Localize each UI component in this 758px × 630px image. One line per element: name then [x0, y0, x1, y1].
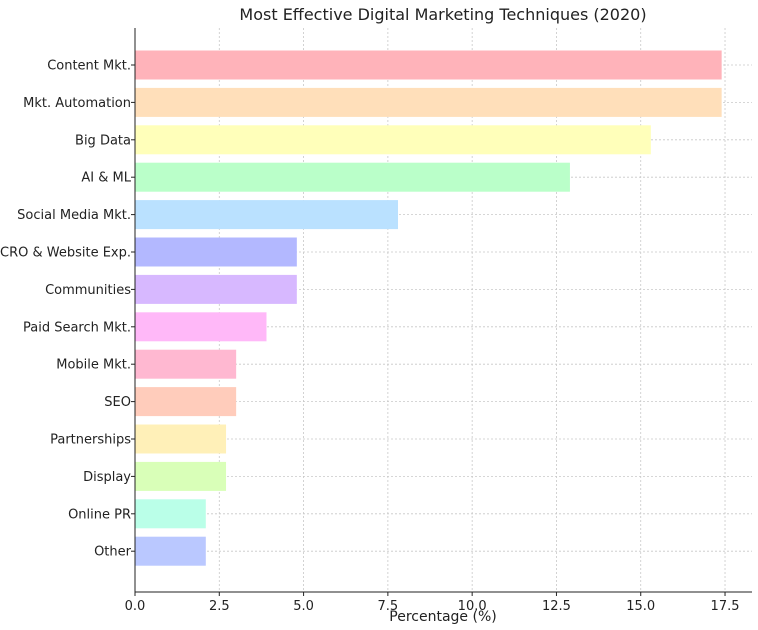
- bar: [135, 499, 206, 529]
- bar: [135, 349, 237, 379]
- x-tick-label: 2.5: [209, 599, 230, 614]
- y-tick-label: Other: [94, 545, 132, 560]
- y-tick-label: SEO: [104, 395, 131, 410]
- y-tick-labels: Content Mkt. Mkt. Automation Big Data AI & …: [0, 59, 132, 560]
- bar-layer: [135, 50, 722, 566]
- y-tick-label: Partnerships: [50, 433, 131, 448]
- bar: [135, 125, 651, 155]
- x-tick-label: 5.0: [293, 599, 314, 614]
- y-tick-label: Display: [83, 470, 131, 485]
- bar: [135, 424, 227, 454]
- bar: [135, 312, 267, 342]
- bar: [135, 50, 722, 80]
- bar: [135, 162, 570, 192]
- bar: [135, 237, 297, 267]
- axis-layer: [131, 28, 752, 596]
- y-tick-label: Mobile Mkt.: [56, 358, 131, 373]
- x-tick-label: 15.0: [626, 599, 655, 614]
- chart-title: Most Effective Digital Marketing Techniq…: [239, 5, 646, 24]
- y-tick-label: Social Media Mkt.: [17, 208, 131, 223]
- bar: [135, 536, 206, 566]
- x-tick-labels: 0.0 2.5 5.0 7.5 10.0 12.5 15.0 17.5: [125, 599, 740, 614]
- y-tick-label: Communities: [45, 283, 131, 298]
- y-tick-label: Paid Search Mkt.: [23, 320, 131, 335]
- bar: [135, 387, 237, 417]
- y-tick-label: Big Data: [75, 133, 131, 148]
- x-tick-label: 10.0: [458, 599, 487, 614]
- y-tick-label: AI & ML: [81, 171, 131, 186]
- bar: [135, 274, 297, 304]
- y-tick-label: Mkt. Automation: [23, 96, 131, 111]
- x-tick-label: 7.5: [378, 599, 399, 614]
- y-tick-label: Online PR: [68, 507, 131, 522]
- y-tick-label: CRO & Website Exp.: [0, 246, 131, 261]
- bar: [135, 461, 227, 491]
- x-tick-label: 12.5: [542, 599, 571, 614]
- bar: [135, 200, 398, 230]
- x-axis-title: Percentage (%): [389, 609, 496, 625]
- x-tick-label: 17.5: [711, 599, 740, 614]
- x-tick-label: 0.0: [125, 599, 146, 614]
- y-tick-label: Content Mkt.: [47, 59, 131, 74]
- bar: [135, 87, 722, 117]
